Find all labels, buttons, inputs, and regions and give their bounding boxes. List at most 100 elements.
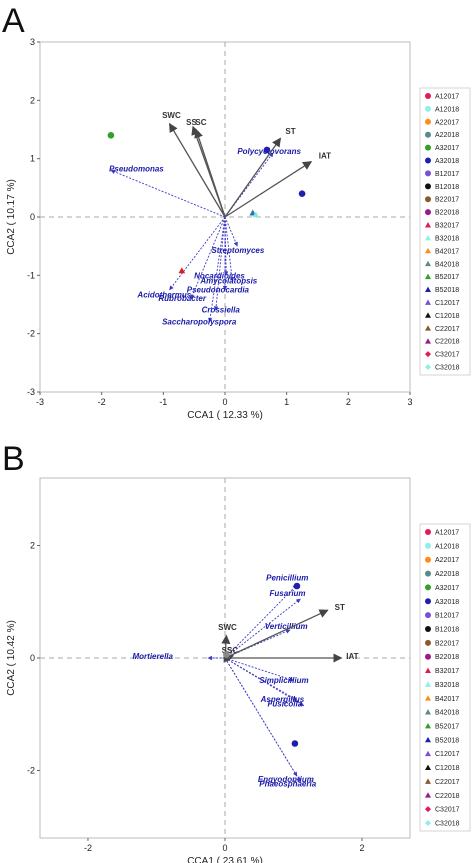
taxon-label: Acidothermus <box>136 291 191 300</box>
y-tick-label: 2 <box>30 95 35 105</box>
taxon-arrow <box>224 657 305 707</box>
y-tick-label: -1 <box>27 270 35 280</box>
taxon-arrow <box>110 169 226 218</box>
legend-swatch <box>425 639 431 646</box>
legend-swatch <box>425 820 431 826</box>
legend-label: C12017 <box>435 751 460 758</box>
legend-label: B52017 <box>435 274 459 281</box>
legend-swatch <box>425 196 431 203</box>
sample-point <box>223 651 230 658</box>
legend-swatch <box>425 183 431 190</box>
legend-label: B42018 <box>435 261 459 268</box>
legend-label: B12018 <box>435 184 459 191</box>
legend-label: B12017 <box>435 613 459 620</box>
x-tick-label: -3 <box>36 397 44 407</box>
env-vector-arrow <box>224 161 313 218</box>
x-tick-label: 1 <box>284 397 289 407</box>
legend-label: B22018 <box>435 210 459 217</box>
y-tick-label: -3 <box>27 387 35 397</box>
legend-label: C32017 <box>435 352 460 359</box>
taxon-label: Nocardioides <box>194 271 245 280</box>
x-axis-title: CCA1 ( 12.33 %) <box>187 410 263 421</box>
env-vector-arrow <box>224 609 329 659</box>
legend-swatch <box>425 764 431 770</box>
env-vector-label: SWC <box>162 111 181 120</box>
taxon-arrow <box>224 216 238 247</box>
env-vector-label: SC <box>195 118 206 127</box>
legend-label: A12017 <box>435 94 459 101</box>
legend-b: A12017 A12018 A22017 A22018 A32017 A32018 B120… <box>419 523 471 832</box>
taxon-label: Simplicillium <box>259 676 308 685</box>
legend-swatch <box>425 364 431 370</box>
legend-swatch <box>425 736 431 743</box>
legend-label: B32018 <box>435 682 459 689</box>
legend-swatch <box>425 709 431 715</box>
env-vector-arrow <box>194 128 226 218</box>
taxon-label: Penicillium <box>266 573 308 582</box>
taxon-label: Rubrobacter <box>158 294 206 303</box>
legend-swatch <box>425 118 431 125</box>
legend-label: C22017 <box>435 326 460 333</box>
legend-label: C22018 <box>435 793 460 800</box>
legend-label: C22018 <box>435 339 460 346</box>
sample-point <box>263 146 271 154</box>
legend-swatch <box>425 723 431 729</box>
x-tick-label: 0 <box>222 843 227 853</box>
sample-point <box>107 132 115 139</box>
y-tick-label: 1 <box>30 154 35 164</box>
panel-letter-b: B <box>2 440 25 478</box>
legend-swatch <box>425 598 431 605</box>
legend-swatch <box>425 234 431 241</box>
legend-swatch <box>425 570 431 577</box>
legend-label: A22018 <box>435 132 459 139</box>
legend-label: B42017 <box>435 696 459 703</box>
legend-swatch <box>425 556 431 563</box>
taxon-arrow <box>224 657 294 682</box>
legend-label: C12018 <box>435 313 460 320</box>
x-tick-label: -1 <box>159 397 167 407</box>
y-tick-label: 0 <box>30 653 35 663</box>
legend-swatch <box>425 792 431 798</box>
legend-swatch <box>425 299 431 305</box>
taxon-arrow <box>207 216 226 323</box>
legend-swatch <box>425 681 431 687</box>
legend-swatch <box>425 312 431 318</box>
env-vector-label: IAT <box>319 152 331 161</box>
env-vector-label: SS <box>186 118 197 127</box>
sample-point <box>178 267 186 274</box>
sample-point <box>298 190 306 197</box>
taxon-label: Fusarium <box>270 589 306 598</box>
taxon-arrow <box>190 216 226 300</box>
legend-label: B42017 <box>435 248 459 255</box>
legend-label: B22017 <box>435 197 459 204</box>
taxon-label: Saccharopolyspora <box>162 317 237 326</box>
legend-swatch <box>425 529 431 535</box>
taxon-arrow <box>224 584 298 659</box>
legend-swatch <box>425 157 431 164</box>
legend-label: A12017 <box>435 530 459 537</box>
legend-swatch <box>425 695 431 701</box>
x-tick-label: 2 <box>360 843 365 853</box>
env-vector-label: SS <box>222 646 233 655</box>
y-tick-label: 2 <box>30 541 35 551</box>
env-vector-label: SC <box>227 646 238 655</box>
y-tick-label: -2 <box>27 766 35 776</box>
legend-label: A32018 <box>435 158 459 165</box>
taxon-label: Aspergillus <box>260 695 305 704</box>
env-vector-label: IAT <box>346 652 358 661</box>
legend-label: B22018 <box>435 654 459 661</box>
taxon-label: Streptomyces <box>211 246 264 255</box>
legend-label: B12017 <box>435 171 459 178</box>
legend-swatch <box>425 750 431 757</box>
taxon-label: Crossiella <box>202 306 241 315</box>
legend-label: A22017 <box>435 557 459 564</box>
x-tick-label: -2 <box>84 843 92 853</box>
legend-swatch <box>425 653 431 660</box>
legend-swatch <box>425 338 431 344</box>
sample-point <box>291 740 299 747</box>
y-axis-title: CCA2 ( 10.17 %) <box>6 179 17 255</box>
legend-label: B42018 <box>435 710 459 717</box>
legend-swatch <box>425 286 431 292</box>
y-axis-title: CCA2 ( 10.42 %) <box>6 620 17 696</box>
